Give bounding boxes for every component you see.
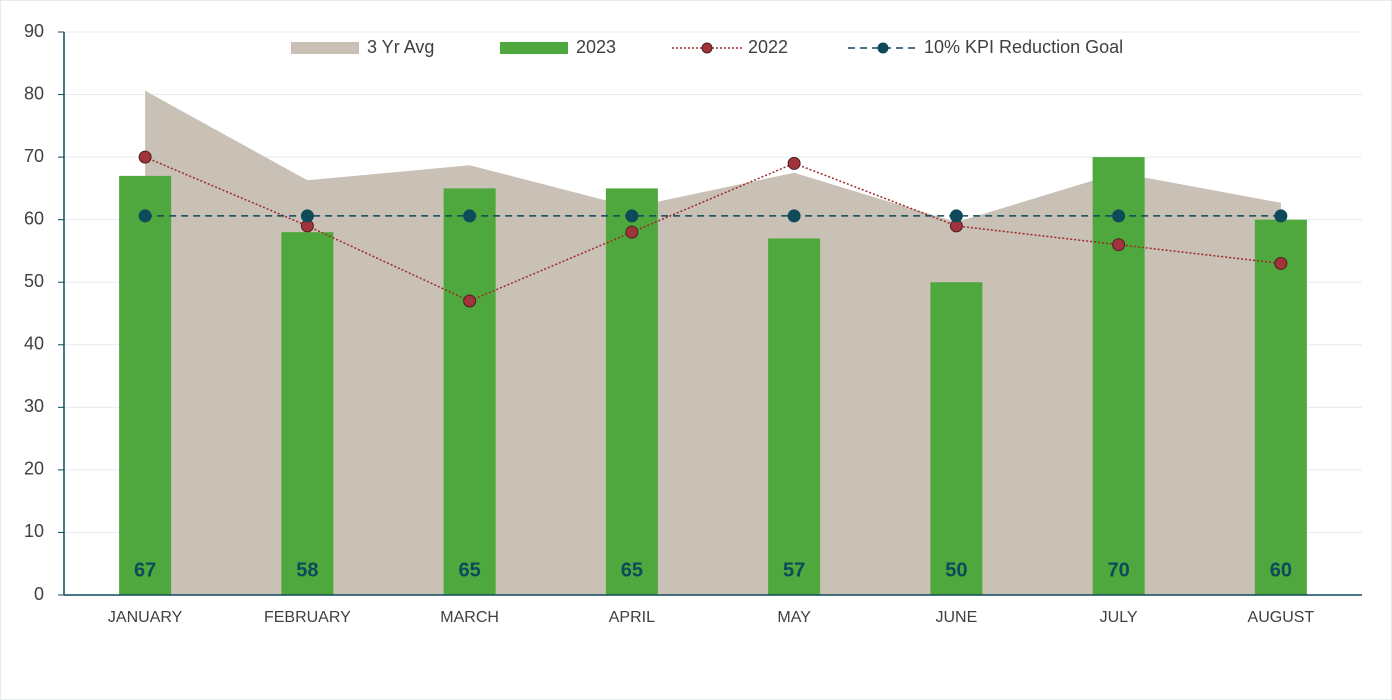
marker bbox=[949, 209, 963, 223]
marker bbox=[463, 209, 477, 223]
x-tick-label: JULY bbox=[1100, 609, 1138, 626]
y-tick-label: 60 bbox=[24, 208, 44, 228]
bar bbox=[1254, 219, 1307, 595]
data-label: 67 bbox=[134, 559, 156, 581]
marker bbox=[787, 156, 801, 170]
y-tick-label: 0 bbox=[34, 584, 44, 604]
x-tick-label: FEBRUARY bbox=[264, 609, 351, 626]
data-label: 65 bbox=[621, 559, 643, 581]
x-tick-label: APRIL bbox=[609, 609, 655, 626]
legend-label: 10% KPI Reduction Goal bbox=[924, 37, 1123, 57]
y-tick-label: 10 bbox=[24, 521, 44, 541]
data-label: 60 bbox=[1270, 559, 1292, 581]
marker bbox=[138, 209, 152, 223]
marker bbox=[625, 225, 639, 239]
legend-marker bbox=[701, 42, 713, 54]
marker bbox=[1274, 256, 1288, 270]
bar bbox=[605, 188, 658, 595]
marker bbox=[300, 209, 314, 223]
x-tick-label: JUNE bbox=[935, 609, 977, 626]
legend-label: 3 Yr Avg bbox=[367, 37, 434, 57]
y-tick-label: 30 bbox=[24, 396, 44, 416]
x-tick-label: JANUARY bbox=[108, 609, 183, 626]
bar bbox=[768, 238, 821, 595]
marker bbox=[1112, 238, 1126, 252]
y-tick-label: 90 bbox=[24, 21, 44, 41]
data-label: 70 bbox=[1108, 559, 1130, 581]
bar bbox=[119, 175, 172, 595]
y-tick-label: 70 bbox=[24, 146, 44, 166]
marker bbox=[1274, 209, 1288, 223]
y-tick-label: 20 bbox=[24, 459, 44, 479]
data-label: 50 bbox=[945, 559, 967, 581]
legend-marker bbox=[877, 42, 889, 54]
x-tick-label: MARCH bbox=[440, 609, 499, 626]
marker bbox=[138, 150, 152, 164]
data-label: 57 bbox=[783, 559, 805, 581]
y-tick-label: 50 bbox=[24, 271, 44, 291]
y-tick-label: 80 bbox=[24, 83, 44, 103]
x-tick-label: AUGUST bbox=[1248, 609, 1315, 626]
legend-label: 2022 bbox=[748, 37, 788, 57]
bar bbox=[930, 282, 983, 595]
bar bbox=[1092, 157, 1145, 595]
legend-label: 2023 bbox=[576, 37, 616, 57]
marker bbox=[1112, 209, 1126, 223]
bar bbox=[281, 232, 334, 595]
bar bbox=[443, 188, 496, 595]
data-label: 65 bbox=[459, 559, 481, 581]
line bbox=[144, 156, 1281, 302]
y-tick-label: 40 bbox=[24, 334, 44, 354]
data-label: 58 bbox=[296, 559, 318, 581]
area bbox=[145, 90, 1281, 596]
x-tick-label: MAY bbox=[777, 609, 811, 626]
marker bbox=[463, 294, 477, 308]
legend-swatch bbox=[291, 42, 359, 54]
marker bbox=[625, 209, 639, 223]
legend-swatch bbox=[500, 42, 568, 54]
marker bbox=[787, 209, 801, 223]
